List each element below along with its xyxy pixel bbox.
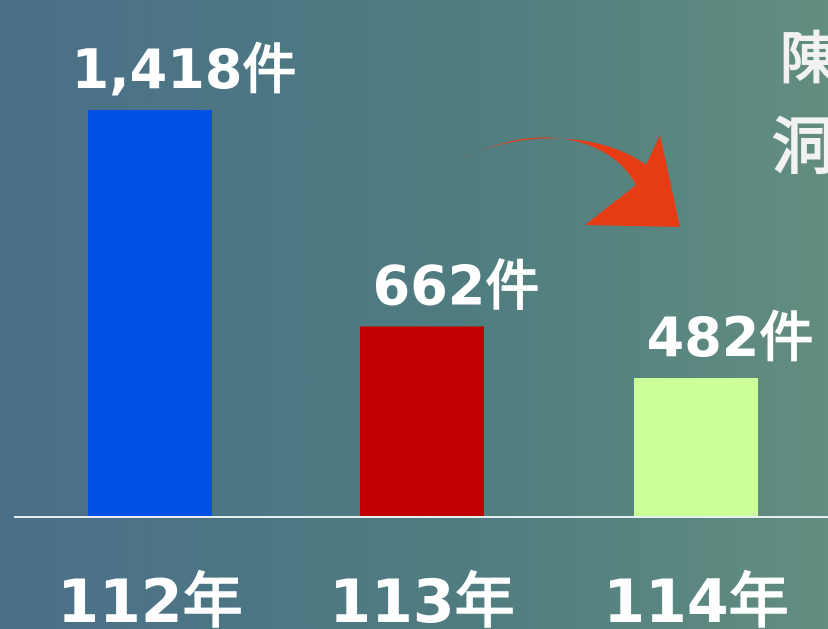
value-label: 662件 [373,254,540,317]
value-label: 1,418件 [72,38,297,101]
bar [634,377,758,516]
x-tick-label: 112年 [57,567,242,629]
bar [360,326,484,516]
annotation: 陳 [780,27,828,92]
value-label: 482件 [647,306,814,369]
x-tick-label: 114年 [603,567,788,629]
bar [88,110,212,516]
x-tick-label: 113年 [329,567,514,629]
arrow [458,135,680,227]
annotation: 洞 [772,110,828,183]
